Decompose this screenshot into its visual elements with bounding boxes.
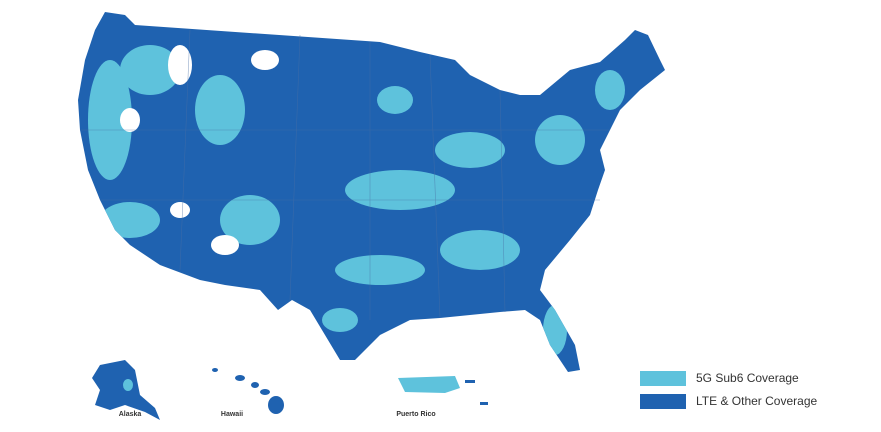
uncovered <box>170 202 190 218</box>
hawaii-island <box>212 368 218 372</box>
hawaii-island <box>268 396 284 414</box>
patch <box>595 70 625 110</box>
patch <box>123 379 133 391</box>
patch <box>535 115 585 165</box>
legend-label: 5G Sub6 Coverage <box>696 371 799 385</box>
uncovered <box>120 108 140 132</box>
legend: 5G Sub6 Coverage LTE & Other Coverage <box>640 371 817 409</box>
hawaii-island <box>235 375 245 381</box>
patch <box>440 230 520 270</box>
region-label: Alaska <box>119 411 142 418</box>
legend-swatch <box>640 394 686 409</box>
patch <box>195 75 245 145</box>
legend-label: LTE & Other Coverage <box>696 394 817 408</box>
state-borders <box>80 29 610 320</box>
pr-island <box>480 402 488 405</box>
patch <box>377 86 413 114</box>
region-label: Hawaii <box>221 411 243 418</box>
patch <box>88 60 132 180</box>
uncovered <box>211 235 239 255</box>
patch <box>220 195 280 245</box>
region-label: Puerto Rico <box>396 411 435 418</box>
uncovered <box>251 50 279 70</box>
hawaii-island <box>251 382 259 388</box>
legend-swatch <box>640 371 686 386</box>
patch <box>345 170 455 210</box>
pr-island <box>465 380 475 383</box>
patch <box>543 305 567 355</box>
hawaii-island <box>260 389 270 395</box>
patch <box>335 255 425 285</box>
patch <box>435 132 505 168</box>
patch <box>120 45 180 95</box>
puerto-rico-shape <box>398 376 460 393</box>
patch <box>100 202 160 238</box>
patch <box>322 308 358 332</box>
uncovered <box>168 45 192 85</box>
